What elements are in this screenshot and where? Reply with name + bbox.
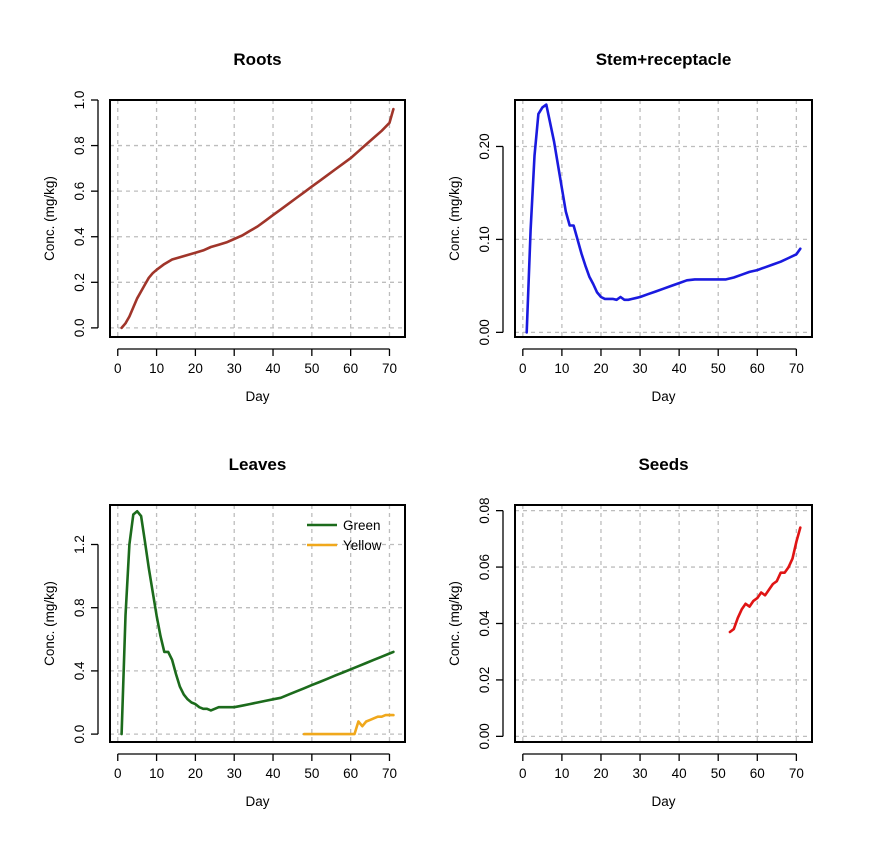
chart-title: Roots	[233, 50, 281, 69]
y-tick-label: 0.2	[72, 273, 87, 292]
plot-frame	[109, 504, 406, 743]
x-tick-label: 60	[343, 766, 358, 781]
x-tick-label: 10	[149, 361, 164, 376]
x-axis-label: Day	[245, 389, 269, 404]
x-tick-label: 0	[114, 361, 122, 376]
series-line-green	[120, 510, 395, 736]
x-tick-label: 20	[593, 766, 608, 781]
x-tick-label: 10	[149, 766, 164, 781]
y-tick-label: 0.00	[477, 723, 492, 749]
x-tick-label: 20	[188, 361, 203, 376]
legend-label-yellow: Yellow	[343, 538, 382, 553]
chart-panel-2: Leaves 0 10 20 30 40 50 60 70 Day 0.0 0.4 0.8 1.2 Conc…	[42, 455, 406, 809]
x-axis-label: Day	[245, 794, 269, 809]
y-tick-label: 0.4	[72, 661, 87, 680]
x-tick-label: 10	[554, 361, 569, 376]
x-tick-label: 60	[343, 361, 358, 376]
chart-title: Leaves	[229, 455, 287, 474]
x-tick-label: 40	[672, 361, 687, 376]
x-tick-label: 30	[633, 361, 648, 376]
x-tick-label: 50	[304, 766, 319, 781]
x-tick-label: 20	[188, 766, 203, 781]
x-tick-label: 60	[750, 766, 765, 781]
y-axis-label: Conc. (mg/kg)	[42, 176, 57, 261]
series-line	[728, 526, 802, 634]
chart-title: Stem+receptacle	[596, 50, 732, 69]
x-tick-label: 70	[382, 361, 397, 376]
x-tick-label: 30	[227, 766, 242, 781]
y-tick-label: 0.00	[477, 319, 492, 345]
x-tick-label: 20	[593, 361, 608, 376]
x-tick-label: 50	[711, 361, 726, 376]
x-tick-label: 70	[789, 361, 804, 376]
x-tick-label: 0	[519, 361, 527, 376]
x-tick-label: 50	[711, 766, 726, 781]
y-axis-label: Conc. (mg/kg)	[447, 581, 462, 666]
y-tick-label: 0.02	[477, 667, 492, 693]
x-tick-label: 10	[554, 766, 569, 781]
x-tick-label: 40	[672, 766, 687, 781]
y-tick-label: 0.4	[72, 227, 87, 246]
x-tick-label: 0	[519, 766, 527, 781]
x-tick-label: 60	[750, 361, 765, 376]
x-tick-label: 70	[789, 766, 804, 781]
series-line-yellow	[302, 713, 395, 736]
chart-panel-1: Stem+receptacle 0 10 20 30 40 50 60 70 Day 0.00 0.1…	[447, 50, 813, 404]
x-tick-label: 0	[114, 766, 122, 781]
y-axis-label: Conc. (mg/kg)	[447, 176, 462, 261]
y-tick-label: 0.10	[477, 226, 492, 252]
x-tick-label: 30	[227, 361, 242, 376]
y-tick-label: 0.8	[72, 136, 87, 155]
y-tick-label: 0.0	[72, 318, 87, 337]
x-axis-label: Day	[651, 389, 675, 404]
x-tick-label: 30	[633, 766, 648, 781]
series-line	[120, 107, 395, 330]
y-tick-label: 0.8	[72, 598, 87, 617]
x-tick-label: 40	[266, 361, 281, 376]
x-tick-label: 70	[382, 766, 397, 781]
chart-panel-3: Seeds 0 10 20 30 40 50 60 70 Day 0.00 0.02 0.04 0.06 0…	[447, 455, 813, 809]
chart-title: Seeds	[638, 455, 688, 474]
x-axis-label: Day	[651, 794, 675, 809]
y-tick-label: 1.0	[72, 91, 87, 110]
x-tick-label: 40	[266, 766, 281, 781]
y-tick-label: 0.20	[477, 133, 492, 159]
x-tick-label: 50	[304, 361, 319, 376]
chart-panel-0: Roots 0 10 20 30 40 50 60 70 Day 0.0 0.2 0.4 0.6 0.8 1.…	[42, 50, 406, 404]
y-tick-label: 0.0	[72, 725, 87, 744]
plot-frame	[109, 99, 406, 338]
plot-frame	[514, 504, 813, 743]
y-tick-label: 1.2	[72, 535, 87, 554]
y-tick-label: 0.08	[477, 498, 492, 524]
y-tick-label: 0.04	[477, 610, 492, 637]
plot-frame	[514, 99, 813, 338]
y-axis-label: Conc. (mg/kg)	[42, 581, 57, 666]
y-tick-label: 0.06	[477, 554, 492, 580]
y-tick-label: 0.6	[72, 182, 87, 201]
legend-label-green: Green	[343, 518, 381, 533]
series-line	[525, 103, 802, 334]
